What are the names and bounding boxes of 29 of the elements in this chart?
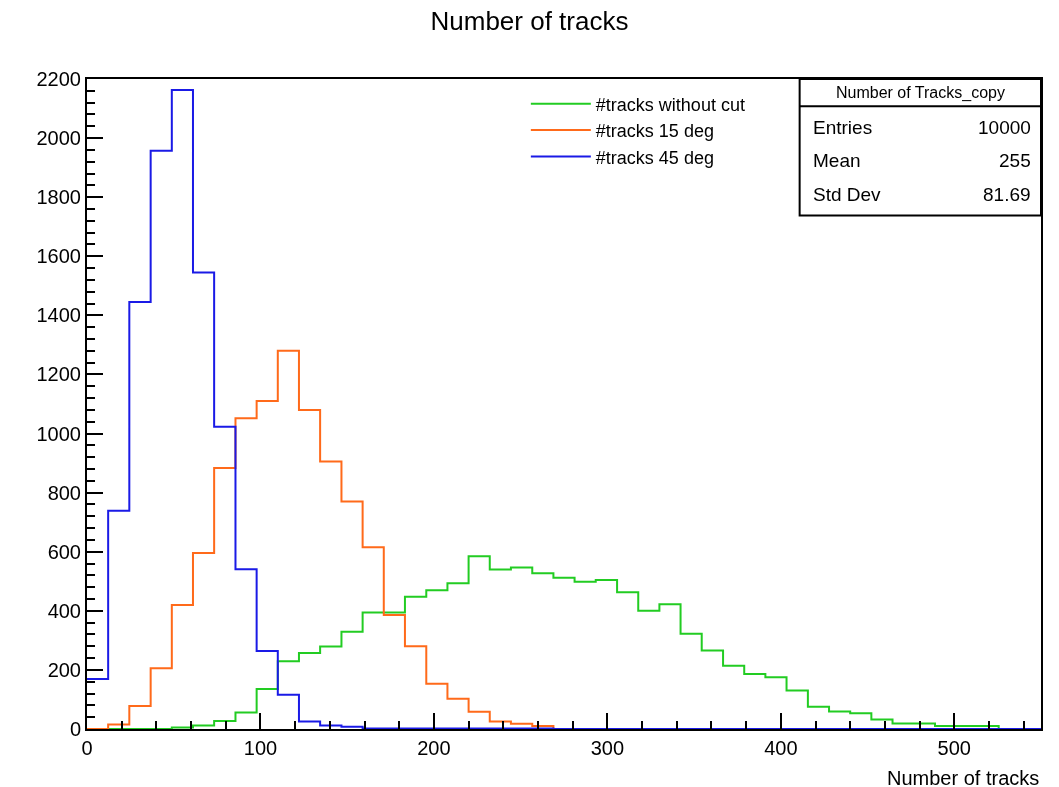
- annotation: 81.69: [983, 184, 1031, 205]
- y-tick-label: 2000: [36, 127, 81, 150]
- annotation: Std Dev: [813, 184, 882, 205]
- y-tick-label: 400: [47, 599, 81, 622]
- y-tick-label: 1800: [36, 186, 81, 209]
- y-tick-label: 1400: [36, 304, 81, 327]
- y-tick-label: 0: [69, 718, 81, 740]
- x-tick-label: 500: [937, 737, 971, 759]
- x-tick-label: 400: [764, 737, 798, 759]
- y-tick-label: 1600: [36, 245, 81, 268]
- annotation: Mean: [813, 150, 861, 171]
- annotation: 10000: [978, 117, 1031, 138]
- y-tick-label: 200: [47, 658, 81, 681]
- x-axis-title: Number of tracks: [887, 767, 1040, 787]
- y-tick-label: 1000: [36, 422, 81, 445]
- chart-title: Number of tracks: [430, 6, 629, 36]
- legend-label: #tracks without cut: [595, 94, 745, 115]
- y-tick-label: 1200: [36, 363, 81, 386]
- x-tick-label: 200: [417, 737, 451, 759]
- legend-label: #tracks 15 deg: [595, 121, 714, 142]
- y-tick-label: 600: [47, 540, 81, 563]
- y-tick-label: 2200: [36, 68, 81, 90]
- y-tick-label: 800: [47, 481, 81, 504]
- x-tick-label: 300: [590, 737, 625, 759]
- annotation: Entries: [813, 117, 873, 138]
- x-tick-label: 100: [243, 737, 278, 759]
- legend-label: #tracks 45 deg: [595, 147, 714, 168]
- annotation: Number of Tracks_copy: [836, 84, 1005, 102]
- annotation: 255: [999, 150, 1031, 171]
